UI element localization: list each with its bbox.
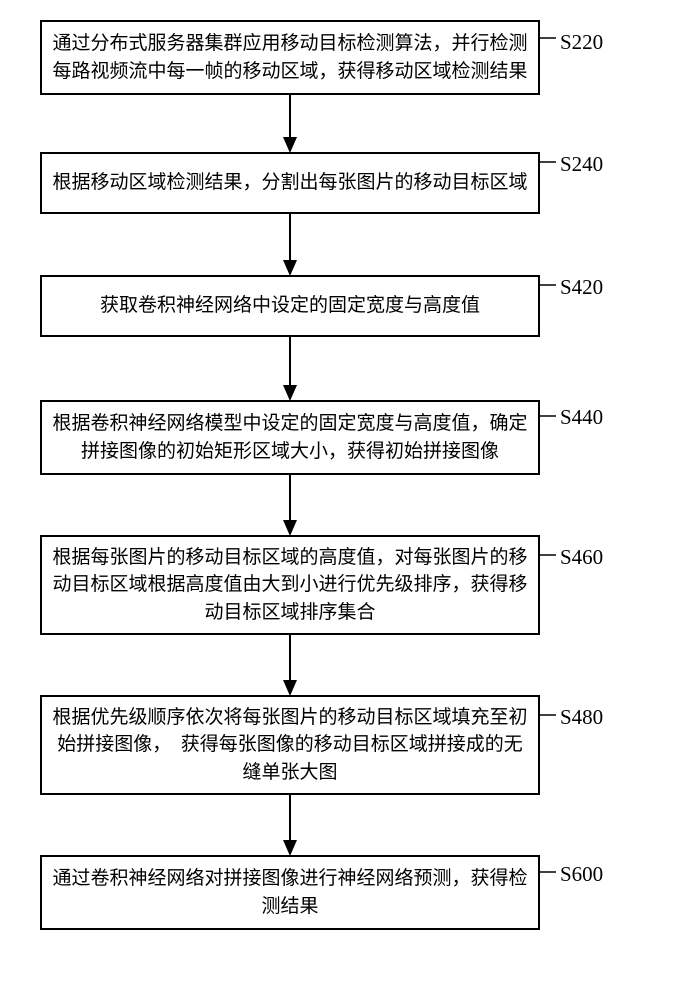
flow-step-text: 根据移动区域检测结果，分割出每张图片的移动目标区域 (52, 169, 528, 197)
flow-step-text: 根据每张图片的移动目标区域的高度值，对每张图片的移动目标区域根据高度值由大到小进… (52, 544, 528, 627)
flow-step-s240: 根据移动区域检测结果，分割出每张图片的移动目标区域 (40, 152, 540, 214)
flow-step-label-s240: S240 (560, 152, 603, 177)
flow-step-text: 通过卷积神经网络对拼接图像进行神经网络预测，获得检测结果 (52, 865, 528, 920)
flow-step-s480: 根据优先级顺序依次将每张图片的移动目标区域填充至初始拼接图像， 获得每张图像的移… (40, 695, 540, 795)
flow-step-label-s420: S420 (560, 275, 603, 300)
arrows-layer (0, 0, 678, 1000)
flow-step-text: 根据优先级顺序依次将每张图片的移动目标区域填充至初始拼接图像， 获得每张图像的移… (52, 704, 528, 787)
flow-step-label-s600: S600 (560, 862, 603, 887)
flow-step-s600: 通过卷积神经网络对拼接图像进行神经网络预测，获得检测结果 (40, 855, 540, 930)
flow-step-s440: 根据卷积神经网络模型中设定的固定宽度与高度值，确定拼接图像的初始矩形区域大小，获… (40, 400, 540, 475)
flow-step-s220: 通过分布式服务器集群应用移动目标检测算法，并行检测每路视频流中每一帧的移动区域，… (40, 20, 540, 95)
flowchart-canvas: 通过分布式服务器集群应用移动目标检测算法，并行检测每路视频流中每一帧的移动区域，… (0, 0, 678, 1000)
flow-step-text: 获取卷积神经网络中设定的固定宽度与高度值 (52, 292, 528, 320)
flow-step-text: 根据卷积神经网络模型中设定的固定宽度与高度值，确定拼接图像的初始矩形区域大小，获… (52, 410, 528, 465)
flow-step-s420: 获取卷积神经网络中设定的固定宽度与高度值 (40, 275, 540, 337)
flow-step-text: 通过分布式服务器集群应用移动目标检测算法，并行检测每路视频流中每一帧的移动区域，… (52, 30, 528, 85)
flow-step-label-s480: S480 (560, 705, 603, 730)
flow-step-label-s440: S440 (560, 405, 603, 430)
flow-step-label-s460: S460 (560, 545, 603, 570)
flow-step-label-s220: S220 (560, 30, 603, 55)
flow-step-s460: 根据每张图片的移动目标区域的高度值，对每张图片的移动目标区域根据高度值由大到小进… (40, 535, 540, 635)
